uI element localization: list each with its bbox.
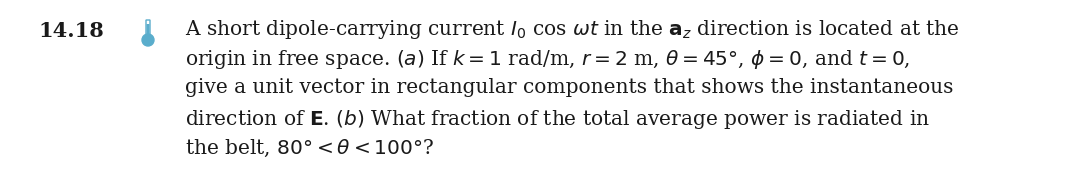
- Text: 14.18: 14.18: [38, 21, 104, 41]
- Text: direction of $\mathbf{E}$. $(b)$ What fraction of the total average power is rad: direction of $\mathbf{E}$. $(b)$ What fr…: [185, 108, 930, 131]
- FancyBboxPatch shape: [147, 24, 149, 34]
- Text: A short dipole-carrying current $I_0$ cos $\omega t$ in the $\mathbf{a}_z$ direc: A short dipole-carrying current $I_0$ co…: [185, 18, 959, 41]
- Text: the belt, $80° < \theta < 100°$?: the belt, $80° < \theta < 100°$?: [185, 138, 434, 159]
- FancyBboxPatch shape: [146, 20, 150, 36]
- Text: give a unit vector in rectangular components that shows the instantaneous: give a unit vector in rectangular compon…: [185, 78, 954, 97]
- Text: origin in free space. $(a)$ If $k = 1$ rad/m, $r = 2$ m, $\theta = 45°$, $\phi =: origin in free space. $(a)$ If $k = 1$ r…: [185, 48, 910, 71]
- Circle shape: [141, 34, 154, 46]
